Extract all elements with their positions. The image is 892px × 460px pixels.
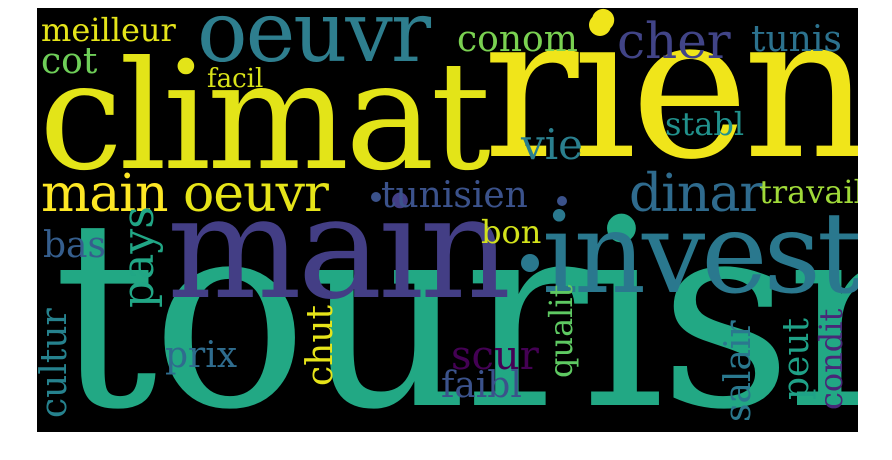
word-pays: pays	[113, 206, 164, 308]
word-faibl: faibl	[441, 365, 522, 406]
blue-dot	[371, 192, 381, 202]
word-dinar: dinar	[629, 164, 764, 224]
word-cher: cher	[617, 12, 731, 70]
word-rien: rien	[483, 8, 858, 204]
word-scur: scur	[451, 333, 539, 379]
word-cultur: cultur	[37, 308, 75, 418]
word-prix: prix	[165, 335, 238, 376]
word-meilleur: meilleur	[41, 11, 176, 49]
word-main-large: main	[167, 166, 511, 331]
word-tunisien: tunisien	[381, 175, 528, 216]
word-vie: vie	[521, 120, 584, 169]
blue-dot-right	[557, 196, 567, 206]
word-invest: invest	[542, 189, 858, 319]
word-conom: conom	[457, 19, 578, 60]
word-cot: cot	[41, 41, 98, 82]
word-cloud: tourism climat rien main invest oeuvr ma…	[37, 8, 858, 432]
word-oeuvr-top: oeuvr	[197, 8, 431, 81]
word-salair: salair	[718, 320, 759, 422]
word-bon: bon	[481, 213, 542, 251]
teal-dot	[521, 254, 539, 272]
word-facil: facil	[207, 64, 264, 94]
word-tunis: tunis	[751, 19, 842, 60]
word-chut: chut	[300, 305, 341, 386]
yellow-dot	[589, 14, 611, 36]
word-oeuvr-mid: oeuvr	[183, 164, 329, 224]
word-tourism: tourism	[53, 165, 858, 432]
word-climat: climat	[39, 30, 491, 204]
word-condit: condit	[812, 308, 850, 410]
word-peut: peut	[776, 317, 817, 400]
word-bas: bas	[43, 225, 106, 266]
word-stabl: stabl	[665, 105, 745, 143]
word-travail: travail	[759, 173, 858, 211]
word-qualit: qualit	[542, 284, 580, 379]
word-main-mid: main	[41, 164, 168, 224]
